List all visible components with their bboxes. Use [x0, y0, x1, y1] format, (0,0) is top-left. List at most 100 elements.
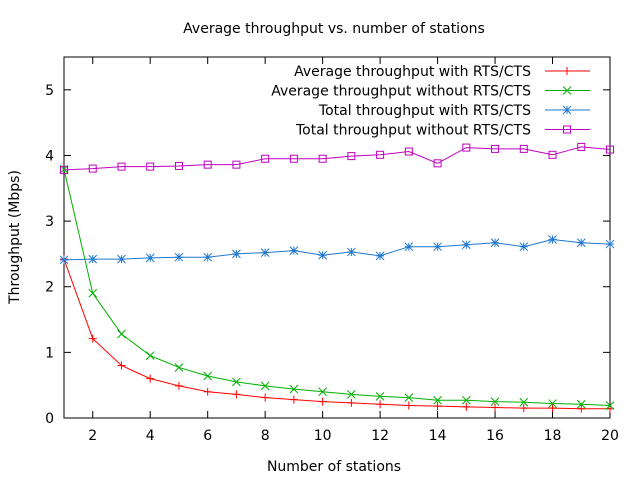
- data-point: [145, 253, 155, 263]
- y-axis-label: Throughput (Mbps): [7, 170, 23, 305]
- data-point: [347, 152, 356, 161]
- x-tick-label: 16: [486, 428, 504, 444]
- data-point: [519, 242, 529, 252]
- data-point: [404, 242, 414, 252]
- data-point: [318, 154, 327, 163]
- data-point: [404, 147, 413, 156]
- data-point: [318, 387, 327, 397]
- data-point: [260, 248, 270, 257]
- data-point: [232, 249, 241, 259]
- data-point: [490, 238, 500, 248]
- data-point: [145, 351, 155, 360]
- data-point: [491, 144, 500, 153]
- data-point: [88, 334, 97, 343]
- data-point: [606, 145, 614, 154]
- data-point: [605, 239, 615, 249]
- data-point: [461, 395, 471, 405]
- legend-item-2: Average throughput without RTS/CTS: [271, 84, 590, 100]
- data-point: [548, 399, 557, 408]
- data-point: [289, 395, 298, 404]
- data-point: [519, 404, 528, 413]
- y-tick-label: 3: [45, 214, 54, 230]
- data-point: [461, 240, 471, 250]
- data-point: [490, 397, 500, 406]
- data-point: [519, 397, 529, 407]
- legend: Average throughput with RTS/CTS Average t…: [271, 64, 590, 139]
- data-point: [146, 374, 155, 383]
- legend-item-1: Average throughput with RTS/CTS: [294, 64, 590, 80]
- data-point: [232, 377, 241, 387]
- x-tick-label: 14: [429, 428, 447, 444]
- data-point: [174, 252, 184, 262]
- data-point: [60, 165, 68, 174]
- data-point: [260, 381, 270, 391]
- data-point: [203, 387, 212, 396]
- data-point: [174, 161, 183, 170]
- legend-marker: [563, 67, 571, 75]
- data-point: [548, 404, 557, 413]
- series-line: [63, 146, 611, 171]
- x-axis-label: Number of stations: [267, 459, 401, 475]
- data-point: [576, 238, 586, 248]
- data-point: [203, 371, 213, 381]
- data-point: [462, 402, 471, 411]
- x-tick-label: 6: [203, 428, 212, 444]
- legend-item-4: Total throughput without RTS/CTS: [295, 123, 590, 139]
- data-point: [375, 391, 385, 401]
- data-point: [174, 381, 183, 390]
- y-tick-label: 2: [45, 280, 54, 296]
- data-point: [203, 160, 212, 169]
- data-point: [261, 154, 270, 163]
- legend-marker: [562, 86, 572, 95]
- data-point: [376, 400, 385, 409]
- data-point: [88, 288, 98, 298]
- x-tick-label: 4: [146, 428, 155, 444]
- data-point: [88, 164, 97, 173]
- legend-item-3: Total throughput with RTS/CTS: [318, 103, 590, 119]
- series-layer: [59, 142, 615, 413]
- legend-marker: [563, 125, 571, 134]
- data-point: [548, 235, 557, 244]
- data-point: [232, 390, 241, 399]
- data-point: [404, 393, 414, 403]
- data-point: [433, 402, 442, 411]
- data-point: [318, 397, 327, 406]
- data-point: [433, 159, 442, 168]
- y-tick-label: 4: [45, 148, 54, 164]
- x-tick-label: 8: [261, 428, 270, 444]
- data-point: [519, 144, 528, 153]
- y-tick-label: 1: [45, 345, 54, 361]
- data-point: [548, 150, 557, 159]
- series-4: [60, 142, 614, 174]
- data-point: [491, 403, 500, 412]
- data-point: [117, 361, 126, 370]
- series-line: [63, 238, 611, 261]
- series-3: [59, 235, 615, 265]
- x-tick-label: 2: [88, 428, 97, 444]
- x-tick-label: 12: [371, 428, 389, 444]
- data-point: [347, 390, 356, 399]
- data-point: [347, 247, 356, 257]
- series-1: [60, 255, 614, 413]
- legend-label: Average throughput without RTS/CTS: [271, 84, 531, 100]
- data-point: [117, 254, 126, 264]
- legend-label: Average throughput with RTS/CTS: [294, 64, 531, 80]
- series-line: [63, 258, 610, 410]
- y-tick-label: 0: [45, 411, 54, 427]
- data-point: [577, 142, 586, 151]
- data-point: [289, 154, 298, 163]
- data-point: [203, 252, 213, 262]
- series-2: [59, 164, 615, 410]
- data-point: [289, 246, 299, 255]
- x-tick-label: 20: [601, 428, 619, 444]
- data-point: [433, 395, 442, 405]
- series-line: [63, 169, 611, 407]
- legend-label: Total throughput without RTS/CTS: [295, 123, 531, 139]
- data-point: [59, 255, 69, 265]
- data-point: [174, 363, 184, 372]
- data-point: [576, 399, 586, 409]
- data-point: [605, 401, 615, 410]
- data-point: [404, 401, 413, 410]
